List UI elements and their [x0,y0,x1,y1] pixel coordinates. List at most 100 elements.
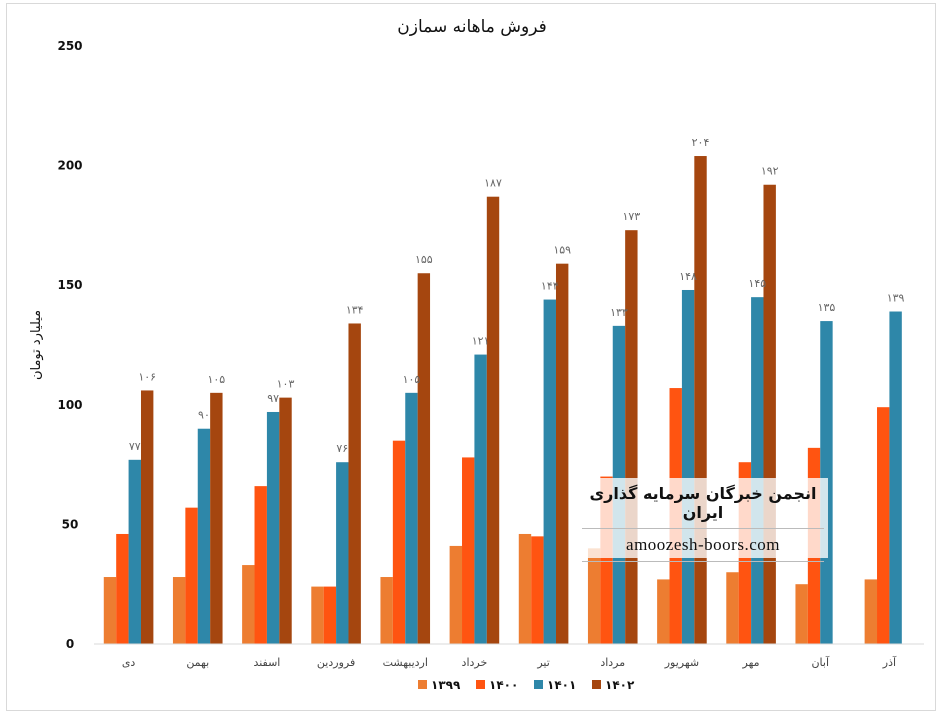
legend-swatch [418,680,427,689]
data-label: ۱۴۵ [748,277,766,290]
bar [877,407,890,644]
bar [279,397,292,644]
bar [197,428,211,644]
bar [531,536,544,644]
data-label: ۱۳۹ [887,292,905,305]
watermark-title: انجمن خبرگان سرمایه گذاری ایران [589,484,817,522]
watermark-url: amoozesh-boors.com [626,535,780,554]
bar [763,184,776,644]
bar [587,548,601,644]
y-tick-label: 100 [57,398,82,412]
bar [795,584,808,644]
bar [128,459,141,644]
y-tick-label: 150 [57,278,82,292]
legend-swatch [534,680,543,689]
bar [864,579,878,644]
y-axis-ticks: 0 50 100 150 200 250 [57,39,82,651]
watermark: انجمن خبرگان سرمایه گذاری ایران amoozesh… [578,478,828,562]
data-label: ۱۴۸ [679,270,697,283]
bar [380,577,393,644]
data-label: ۲۰۴ [692,136,710,149]
y-tick-label: 0 [66,637,74,651]
x-tick-label: شهریور [664,656,699,669]
bar [486,196,500,645]
bar [449,545,463,644]
data-label: ۱۷۳ [622,210,640,223]
bar [625,230,638,644]
data-label: ۹۷ [267,392,279,405]
bar [751,297,764,644]
data-label: ۱۳۴ [346,303,364,316]
bar [405,392,418,644]
x-tick-label: خرداد [462,656,488,669]
watermark-divider-top [582,528,824,529]
data-label: ۱۵۵ [415,253,433,266]
bar [657,579,670,644]
data-label: ۱۵۹ [553,244,571,257]
bar [254,486,267,644]
bars-group [103,156,902,645]
data-label: ۷۶ [336,442,348,455]
bar [681,289,695,644]
bar [348,323,361,644]
data-label: ۱۳۵ [818,301,836,314]
y-axis-title: میلیارد تومان [29,310,44,380]
x-tick-label: مهر [742,656,760,669]
bar [518,533,532,644]
x-tick-label: آبان [811,655,829,669]
bar [694,156,707,645]
bar [266,411,280,644]
bar [726,572,739,644]
bar [474,354,487,644]
y-tick-label: 200 [57,159,82,173]
data-label: ۷۷ [129,440,141,453]
data-label: ۱۰۶ [138,370,156,383]
chart-title: فروش ماهانه سمازن [397,17,547,37]
bar [336,462,349,644]
bar [140,390,154,644]
x-tick-label: آذر [882,655,897,669]
bar [242,565,255,644]
bar [323,586,337,644]
legend-swatch [476,680,485,689]
bar [185,507,198,644]
bar [462,457,475,644]
data-label: ۱۲۱ [472,335,490,348]
x-tick-label: اسفند [253,656,280,669]
bar [889,311,902,644]
data-label: ۱۹۲ [761,165,779,178]
x-axis-labels: دی بهمن اسفند فروردین اردیبهشت خرداد تیر مرداد ش… [122,655,897,669]
data-label: ۱۰۳ [277,378,295,391]
chart-frame [6,3,936,711]
x-tick-label: مرداد [600,656,625,669]
bar [555,263,569,644]
bar [116,533,129,644]
bar [103,577,117,644]
bar [311,586,324,644]
y-tick-label: 50 [62,517,79,531]
legend: ۱۳۹۹ ۱۴۰۰ ۱۴۰۱ ۱۴۰۲ [418,678,635,692]
y-tick-label: 250 [57,39,82,53]
legend-label: ۱۴۰۱ [547,678,576,692]
watermark-divider-bottom [582,561,824,562]
x-tick-label: اردیبهشت [383,656,428,669]
data-label: ۹۰ [198,409,210,422]
bar [417,273,431,644]
data-label: ۱۸۷ [484,177,502,190]
legend-label: ۱۳۹۹ [431,678,461,692]
x-tick-label: تیر [536,656,549,669]
data-label: ۱۰۵ [403,373,421,386]
legend-label: ۱۴۰۲ [605,678,635,692]
data-label: ۱۴۴ [541,280,559,293]
x-tick-label: دی [122,656,136,669]
legend-label: ۱۴۰۰ [489,678,518,692]
x-tick-label: بهمن [186,656,209,669]
data-label: ۱۳۳ [610,306,628,319]
bar [172,577,186,644]
x-tick-label: فروردین [317,656,355,669]
bar [543,299,556,644]
bar [210,392,223,644]
bar [392,440,406,644]
